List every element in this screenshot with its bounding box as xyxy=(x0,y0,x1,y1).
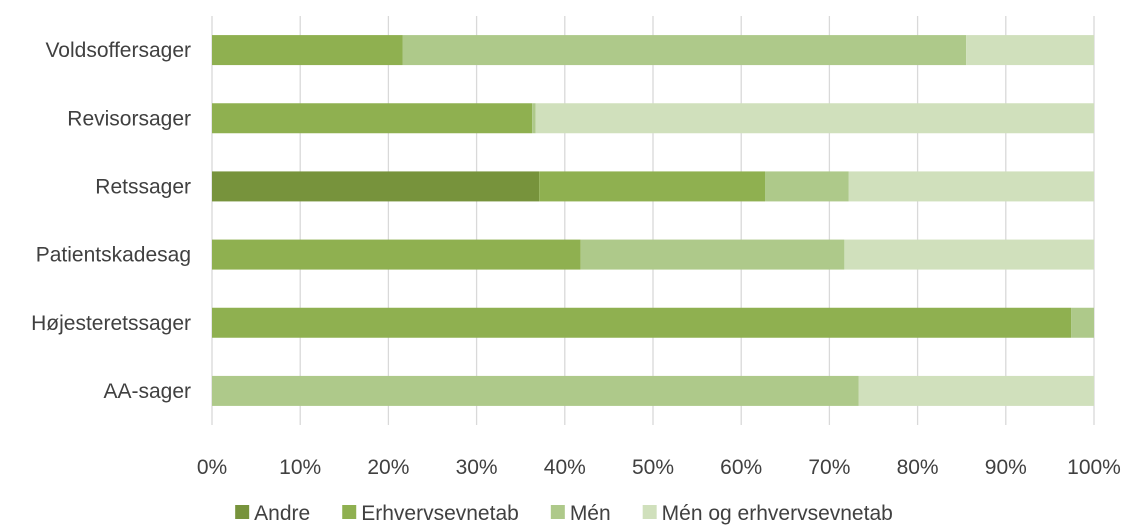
bar-men-og-erhvervsevnetab-aa-sager xyxy=(858,375,1094,406)
bar-men-og-erhvervsevnetab-retssager xyxy=(848,171,1094,202)
x-tick-label: 20% xyxy=(367,456,409,479)
bar-men-og-erhvervsevnetab-voldsoffersager xyxy=(966,35,1094,66)
legend-label-erhvervsevnetab: Erhvervsevnetab xyxy=(361,502,519,525)
bar-erhvervsevnetab-revisorsager xyxy=(212,103,533,134)
category-label: Voldsoffersager xyxy=(45,39,191,62)
x-tick-label: 60% xyxy=(720,456,762,479)
bar-men-og-erhvervsevnetab-patientskadesag xyxy=(844,239,1094,270)
legend-swatch-andre xyxy=(235,505,250,519)
bar-erhvervsevnetab-patientskadesag xyxy=(212,239,581,270)
category-label: Revisorsager xyxy=(67,107,191,130)
legend: Andre Erhvervsevnetab Mén Mén og erhvervsev… xyxy=(235,502,893,525)
x-tick-label: 50% xyxy=(632,456,674,479)
bar-erhvervsevnetab-voldsoffersager xyxy=(212,35,403,66)
legend-swatch-men xyxy=(550,505,565,519)
x-tick-label: 0% xyxy=(197,456,227,479)
category-label: Retssager xyxy=(95,175,191,198)
bar-erhvervsevnetab-retssager xyxy=(539,171,766,202)
bar-andre-retssager xyxy=(212,171,540,202)
category-label: Højesteretssager xyxy=(31,312,191,335)
bar-men-og-erhvervsevnetab-revisorsager xyxy=(535,103,1094,134)
x-tick-label: 40% xyxy=(544,456,586,479)
legend-label-men-og-erhvervsevnetab: Mén og erhvervsevnetab xyxy=(662,502,893,525)
bar-men-retssager xyxy=(765,171,849,202)
bar-men-voldsoffersager xyxy=(402,35,967,66)
category-label: Patientskadesag xyxy=(36,244,191,267)
x-tick-label: 30% xyxy=(456,456,498,479)
x-tick-label: 80% xyxy=(897,456,939,479)
bar-men-revisorsager xyxy=(532,103,536,134)
bar-men-aa-sager xyxy=(212,375,859,406)
x-tick-labels: 0% 10% 20% 30% 40% 50% 60% 70% 80% 90% 100% xyxy=(197,456,1121,479)
legend-label-andre: Andre xyxy=(254,502,310,525)
bar-erhvervsevnetab-hojesteretssager xyxy=(212,307,1072,338)
x-tick-label: 10% xyxy=(279,456,321,479)
category-labels: Voldsoffersager Revisorsager Retssager Pati… xyxy=(31,39,191,403)
legend-swatch-erhvervsevnetab xyxy=(342,505,357,519)
gridlines xyxy=(211,16,1095,425)
bar-men-hojesteretssager xyxy=(1071,307,1094,338)
legend-label-men: Mén xyxy=(570,502,611,525)
x-tick-label: 90% xyxy=(985,456,1027,479)
x-tick-label: 70% xyxy=(808,456,850,479)
bar-men-patientskadesag xyxy=(580,239,845,270)
bar-segments xyxy=(212,35,1094,406)
legend-swatch-men-og-erhvervsevnetab xyxy=(642,505,657,519)
x-tick-label: 100% xyxy=(1067,456,1121,479)
category-label: AA-sager xyxy=(103,380,191,403)
